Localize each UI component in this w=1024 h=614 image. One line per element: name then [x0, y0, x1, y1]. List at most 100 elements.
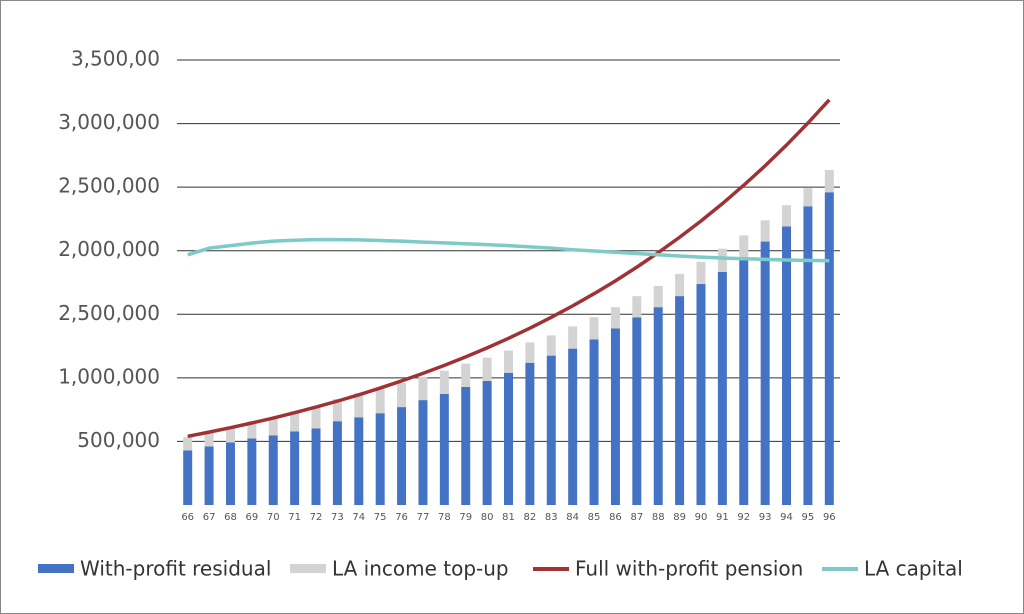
bar: [482, 357, 492, 381]
bar: [568, 348, 578, 505]
x-tick-label: 96: [823, 512, 836, 523]
bar: [675, 273, 685, 297]
bar: [375, 413, 385, 505]
x-tick-label: 87: [630, 512, 643, 523]
x-tick-label: 76: [395, 512, 408, 523]
x-tick-label: 80: [481, 512, 494, 523]
bar: [504, 372, 513, 505]
bar: [696, 261, 706, 285]
x-tick-label: 86: [609, 512, 622, 523]
bar: [204, 432, 214, 447]
bar: [439, 370, 449, 395]
bar: [696, 284, 706, 505]
bar: [183, 450, 193, 505]
x-tick-label: 88: [652, 512, 665, 523]
bar: [824, 192, 834, 505]
bar: [717, 271, 727, 505]
bar: [760, 220, 770, 242]
bar: [204, 446, 214, 505]
bar: [332, 421, 342, 505]
bar: [461, 386, 471, 505]
bar: [760, 241, 770, 505]
x-tick-label: 92: [737, 512, 750, 523]
line: [187, 98, 831, 439]
bar: [546, 335, 556, 356]
bar: [290, 431, 300, 505]
y-tick-label: 2,500,000: [58, 174, 160, 198]
x-tick-label: 95: [802, 512, 815, 523]
bar: [525, 362, 535, 505]
x-tick-label: 67: [203, 512, 216, 523]
bar: [632, 296, 642, 318]
bar: [311, 428, 321, 505]
y-tick-label: 2,000,000: [58, 237, 160, 261]
x-tick-label: 85: [588, 512, 601, 523]
bar: [311, 406, 321, 429]
x-tick-label: 91: [716, 512, 729, 523]
bar: [589, 339, 599, 505]
x-tick-label: 77: [417, 512, 430, 523]
bar: [568, 326, 578, 349]
x-tick-label: 74: [352, 512, 365, 523]
x-tick-label: 75: [374, 512, 387, 523]
x-tick-label: 83: [545, 512, 558, 523]
bar: [268, 417, 278, 436]
bar: [739, 257, 749, 505]
bar: [332, 398, 342, 422]
bar: [247, 438, 257, 505]
bar: [268, 435, 278, 505]
bar: [824, 169, 834, 193]
bar: [782, 226, 792, 505]
bar: [504, 350, 513, 373]
bar: [546, 355, 556, 505]
bar: [354, 417, 364, 505]
bar: [225, 442, 235, 505]
x-tick-label: 93: [759, 512, 772, 523]
x-tick-label: 72: [310, 512, 323, 523]
bar: [803, 206, 813, 505]
x-tick-label: 79: [459, 512, 472, 523]
legend-label: Full with-profit pension: [575, 557, 803, 581]
x-tick-label: 89: [673, 512, 686, 523]
bar: [397, 382, 407, 408]
x-tick-label: 69: [245, 512, 258, 523]
x-tick-label: 73: [331, 512, 344, 523]
legend-label: LA capital: [864, 557, 963, 581]
line: [187, 237, 830, 263]
bar: [225, 427, 235, 443]
bar: [610, 307, 620, 329]
bar: [653, 285, 663, 308]
bar: [589, 317, 599, 340]
legend-label: With-profit residual: [80, 557, 271, 581]
bar: [183, 437, 193, 451]
x-tick-label: 71: [288, 512, 301, 523]
legend-swatch: [290, 564, 326, 573]
bar: [717, 248, 727, 272]
x-tick-label: 84: [566, 512, 579, 523]
x-tick-label: 94: [780, 512, 793, 523]
bar: [610, 328, 620, 505]
bar: [653, 307, 663, 505]
bar: [461, 363, 471, 387]
legend-swatch: [38, 564, 74, 573]
y-tick-label: 500,000: [77, 428, 160, 452]
x-tick-label: 78: [438, 512, 451, 523]
bar: [247, 421, 257, 439]
y-tick-label: 1,000,000: [58, 364, 160, 388]
y-tick-label: 3,500,00: [71, 47, 160, 71]
y-tick-label: 3,000,000: [58, 110, 160, 134]
bar: [290, 411, 300, 432]
y-tick-label: 2,500,000: [58, 301, 160, 325]
bar: [739, 235, 749, 258]
bar: [397, 407, 407, 505]
bar: [418, 376, 428, 401]
x-tick-label: 68: [224, 512, 237, 523]
x-tick-label: 90: [695, 512, 708, 523]
x-tick-label: 82: [524, 512, 537, 523]
bar: [354, 393, 364, 418]
x-tick-label: 70: [267, 512, 280, 523]
bar: [675, 296, 685, 505]
bar: [418, 400, 428, 505]
legend-label: LA income top-up: [332, 557, 509, 581]
